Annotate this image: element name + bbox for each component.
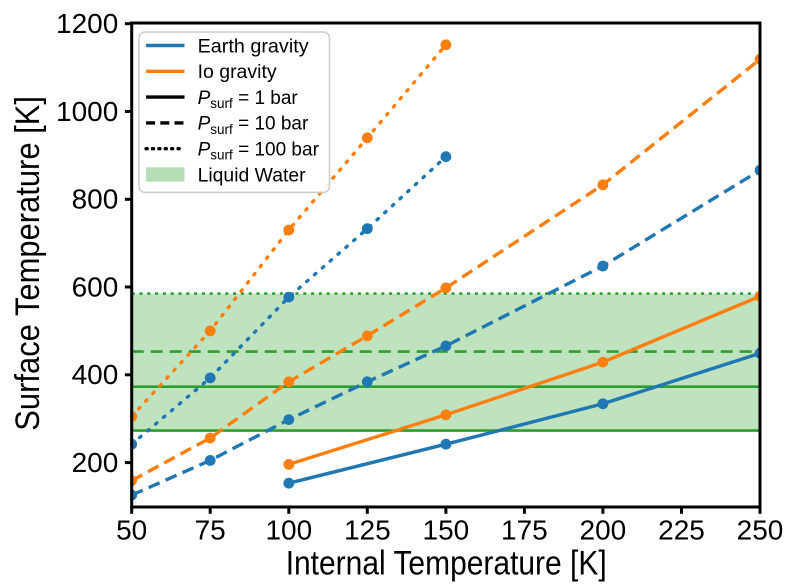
svg-text:Internal Temperature [K]: Internal Temperature [K] (286, 545, 607, 583)
svg-text:Psurf = 1 bar: Psurf = 1 bar (198, 88, 299, 111)
svg-text:50: 50 (116, 514, 147, 545)
svg-text:Liquid Water: Liquid Water (198, 165, 307, 186)
svg-text:150: 150 (423, 514, 470, 545)
svg-text:Io gravity: Io gravity (198, 62, 278, 83)
svg-text:400: 400 (72, 359, 119, 390)
svg-text:200: 200 (580, 514, 627, 545)
svg-text:250: 250 (737, 514, 784, 545)
svg-text:1000: 1000 (56, 96, 118, 127)
svg-text:800: 800 (72, 184, 119, 215)
svg-text:Earth gravity: Earth gravity (198, 36, 310, 57)
svg-text:100: 100 (265, 514, 312, 545)
svg-text:Surface Temperature [K]: Surface Temperature [K] (9, 96, 47, 431)
svg-text:225: 225 (658, 514, 705, 545)
svg-text:600: 600 (72, 271, 119, 302)
svg-text:1200: 1200 (56, 8, 118, 39)
svg-text:Psurf = 100 bar: Psurf = 100 bar (198, 140, 320, 163)
svg-text:200: 200 (72, 447, 119, 478)
svg-text:75: 75 (195, 514, 226, 545)
svg-text:175: 175 (501, 514, 548, 545)
svg-text:Psurf = 10 bar: Psurf = 10 bar (198, 114, 309, 137)
svg-text:125: 125 (344, 514, 391, 545)
